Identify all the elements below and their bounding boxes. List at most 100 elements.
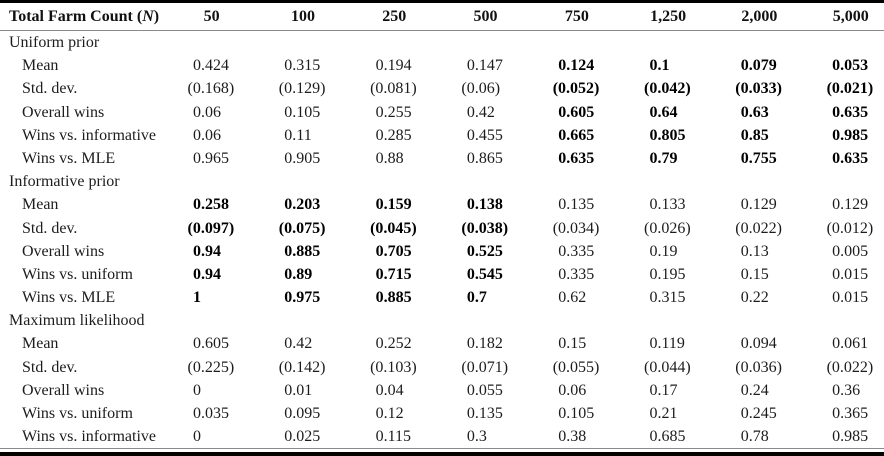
value-cell: 0.194 [375,57,412,75]
value-cell: 0.715 [375,265,412,283]
table-row: Std. dev. (0.168) (0.129) (0.081) (0.06) (0.0… [0,77,884,100]
value-cell: (0.168) [187,80,235,98]
value-cell: (0.038) [461,219,509,237]
table-row: Std. dev. (0.225) (0.142) (0.103) (0.071) (0.… [0,356,884,379]
value-cell: 0.335 [558,265,595,283]
row-label: Wins vs. informative [22,126,156,144]
row-label: Mean [22,335,59,353]
value-cell: 0.124 [558,57,595,75]
value-cell: 0.095 [284,405,321,422]
value-cell: (0.034) [552,219,600,237]
value-cell: 0.15 [558,335,587,353]
row-label: Std. dev. [22,358,78,376]
value-cell: (0.042) [643,80,691,98]
value-cell: 0.147 [466,57,503,75]
value-cell: 0.525 [466,242,503,260]
value-cell: (0.026) [643,219,691,237]
table-row: Wins vs. MLE 1 0.975 0.885 0.7 0.62 0.315 0.22 0… [0,286,884,309]
value-cell: (0.045) [370,219,417,237]
column-header-1250: 1,250 [650,8,687,25]
value-cell: (0.103) [370,358,417,376]
value-cell: (0.021) [826,80,874,98]
value-cell: 0.635 [832,149,869,167]
row-label: Wins vs. uniform [22,405,133,422]
value-cell: 0.605 [558,103,595,121]
value-cell: 0.705 [375,242,412,260]
column-header-2000: 2,000 [741,8,778,25]
value-cell: 0.025 [284,428,321,446]
value-cell: (0.033) [735,80,782,98]
section-title: Informative prior [9,173,120,191]
value-cell: 0 [193,428,201,446]
section-title-row: Uniform prior [0,31,884,54]
value-cell: 0.685 [649,428,686,446]
value-cell: 0.665 [558,126,595,144]
value-cell: (0.044) [643,358,691,376]
value-cell: 0.85 [740,126,769,144]
value-cell: 0.975 [284,289,321,307]
value-cell: 0.985 [832,126,869,144]
table-row: Wins vs. uniform 0.94 0.89 0.715 0.545 0.335 0… [0,263,884,286]
value-cell: 0.245 [740,405,777,422]
value-cell: 0.11 [284,126,312,144]
value-cell: (0.052) [552,80,600,98]
value-cell: 0.885 [284,242,321,260]
value-cell: 0.258 [193,196,229,214]
value-cell: 0.119 [649,335,685,353]
value-cell: (0.06) [461,80,501,98]
bottom-thin-rule [0,448,884,452]
value-cell: 0.255 [375,103,412,121]
value-cell: 0.315 [649,289,686,307]
value-cell: 0.805 [649,126,686,144]
value-cell: 0.22 [740,289,769,307]
row-label: Overall wins [22,381,105,399]
value-cell: 0 [193,381,201,399]
header-label-prefix: Total Farm Count ( [9,8,143,25]
table-body: Uniform prior Mean 0.424 0.315 0.194 0.147 0.1… [0,31,884,448]
value-cell: 0.182 [466,335,503,353]
value-cell: 0.17 [649,381,678,399]
header-label-suffix: ) [153,8,160,25]
value-cell: 0.195 [649,265,686,283]
table-row: Wins vs. uniform 0.035 0.095 0.12 0.135 0.105… [0,402,884,425]
value-cell: 0.015 [832,265,869,283]
value-cell: (0.012) [826,219,874,237]
value-cell: 0.285 [375,126,412,144]
value-cell: 0.15 [740,265,769,283]
value-cell: 0.1 [649,57,670,75]
value-cell: 0.24 [740,381,769,399]
value-cell: 0.252 [375,335,412,353]
value-cell: 0.094 [740,335,777,353]
value-cell: 0.42 [466,103,495,121]
value-cell: 0.203 [284,196,321,214]
value-cell: (0.022) [826,358,874,376]
value-cell: 0.94 [193,265,221,283]
value-cell: 0.061 [832,335,869,353]
value-cell: 0.01 [284,381,313,399]
row-label: Wins vs. MLE [22,149,116,167]
value-cell: 0.79 [649,149,678,167]
row-label: Overall wins [22,242,105,260]
value-cell: 1 [193,289,201,307]
value-cell: 0.133 [649,196,686,214]
table-header-label: Total Farm Count (N) [0,3,166,30]
column-header-250: 250 [382,8,407,25]
value-cell: (0.142) [278,358,326,376]
value-cell: 0.965 [193,149,229,167]
value-cell: 0.424 [193,57,229,75]
value-cell: (0.055) [552,358,600,376]
value-cell: 0.135 [558,196,595,214]
value-cell: 0.335 [558,242,595,260]
value-cell: (0.022) [735,219,782,237]
value-cell: 0.135 [466,405,503,422]
value-cell: 0.105 [558,405,595,422]
section-title: Maximum likelihood [9,312,145,330]
value-cell: (0.097) [187,219,235,237]
value-cell: 0.315 [284,57,321,75]
value-cell: 0.88 [375,149,404,167]
value-cell: 0.129 [832,196,869,214]
table-row: Mean 0.424 0.315 0.194 0.147 0.124 0.1 0.079 0.0… [0,54,884,77]
value-cell: 0.13 [740,242,769,260]
table-row: Mean 0.605 0.42 0.252 0.182 0.15 0.119 0.094 0.0… [0,332,884,355]
